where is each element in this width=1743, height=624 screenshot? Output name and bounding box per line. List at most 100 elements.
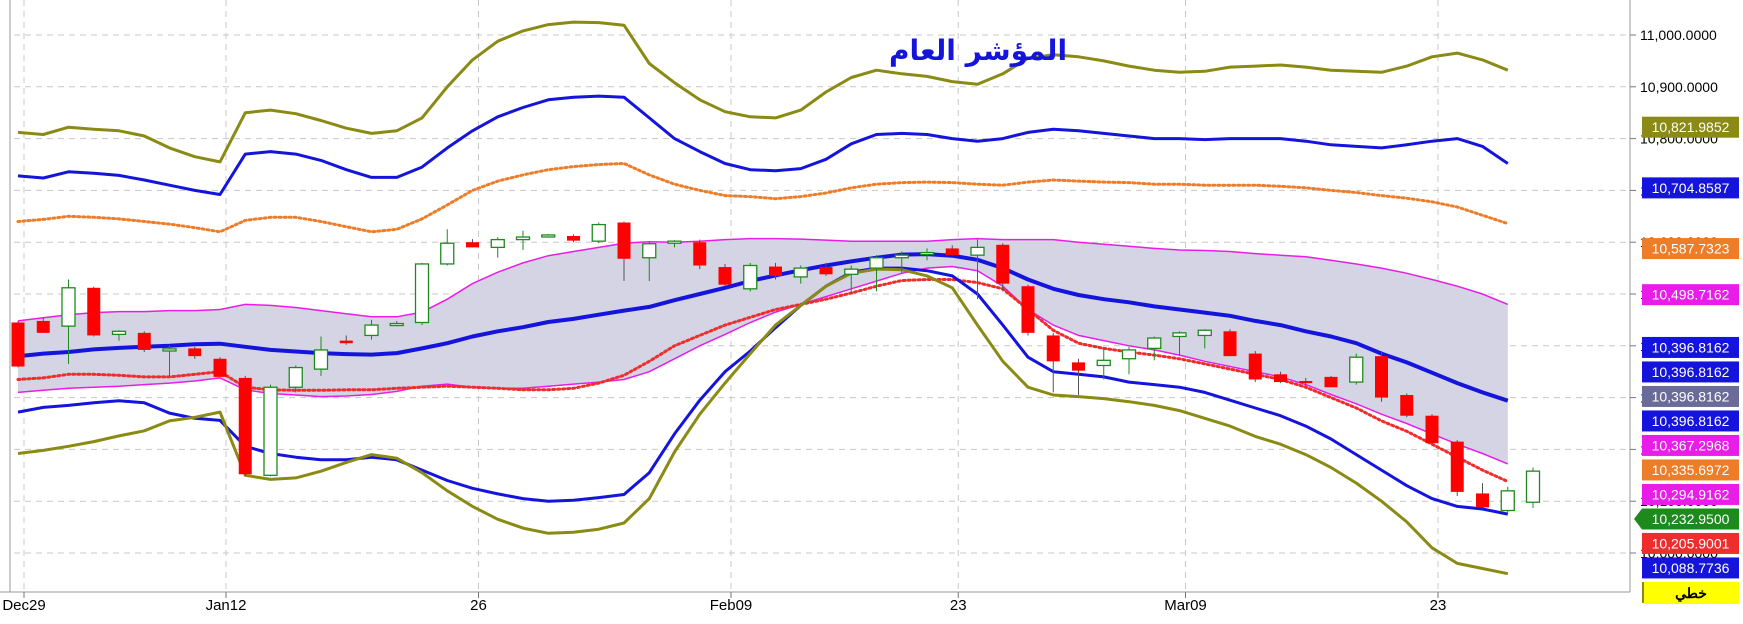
candle[interactable]: [111, 330, 127, 341]
candle-body: [238, 377, 252, 475]
candle-body: [162, 348, 177, 352]
candle-body: [567, 235, 580, 241]
candle[interactable]: [1375, 350, 1388, 402]
candle[interactable]: [1274, 371, 1287, 384]
candle[interactable]: [642, 242, 657, 282]
candle-body: [1248, 353, 1262, 380]
value-badge-text: 10,367.2968: [1652, 437, 1730, 453]
candle[interactable]: [1450, 440, 1464, 497]
candle[interactable]: [36, 317, 50, 333]
candle[interactable]: [769, 262, 782, 280]
candle[interactable]: [1197, 329, 1212, 349]
candle[interactable]: [693, 239, 707, 270]
candle[interactable]: [945, 245, 959, 256]
candle[interactable]: [894, 251, 909, 274]
value-badge: 10,587.7323: [1642, 238, 1739, 260]
candle[interactable]: [263, 384, 278, 477]
candle-body: [137, 332, 151, 350]
candle[interactable]: [162, 345, 177, 376]
candle[interactable]: [591, 222, 606, 244]
candle[interactable]: [1147, 336, 1162, 361]
candle[interactable]: [1121, 346, 1137, 375]
candle-body: [490, 238, 505, 249]
candle-body: [1096, 359, 1111, 367]
candle[interactable]: [1223, 329, 1237, 357]
value-badge-text: 10,396.8162: [1652, 364, 1730, 380]
candle[interactable]: [288, 365, 303, 393]
candle-body: [1274, 374, 1287, 383]
candle[interactable]: [515, 230, 531, 250]
value-badge-text: 10,821.9852: [1652, 119, 1730, 135]
candle[interactable]: [667, 240, 682, 248]
candle[interactable]: [743, 262, 758, 292]
candle[interactable]: [490, 237, 505, 258]
candle-body: [869, 257, 884, 269]
indicator-line: [17, 252, 1509, 403]
candle-body: [793, 267, 808, 278]
candle[interactable]: [1349, 353, 1364, 385]
candle[interactable]: [1172, 331, 1187, 357]
candle[interactable]: [1021, 284, 1035, 336]
value-badge-bg: [1642, 361, 1739, 383]
candle[interactable]: [440, 229, 455, 266]
candle[interactable]: [1046, 332, 1060, 393]
candle[interactable]: [1525, 467, 1541, 508]
candle[interactable]: [1299, 377, 1313, 387]
scale-badge-label: خطي: [1675, 585, 1707, 602]
candle-body: [263, 386, 278, 476]
candle[interactable]: [919, 248, 935, 261]
candle[interactable]: [1400, 393, 1414, 418]
candle[interactable]: [313, 336, 329, 376]
candle[interactable]: [87, 286, 101, 337]
candle[interactable]: [970, 239, 985, 300]
candle-body: [1299, 381, 1313, 384]
candle[interactable]: [1476, 483, 1489, 508]
x-tick-label: Dec29: [2, 597, 45, 614]
scale-badge[interactable]: خطي: [1644, 582, 1739, 604]
y-tick-label: 10,900.0000: [1640, 79, 1718, 95]
value-badge-bg: [1642, 532, 1739, 554]
candle[interactable]: [364, 319, 379, 340]
x-tick-label: Jan12: [206, 597, 247, 614]
indicator-line: [17, 267, 1509, 576]
candle[interactable]: [1500, 486, 1515, 513]
candle[interactable]: [389, 320, 404, 327]
candle[interactable]: [137, 331, 151, 353]
candle[interactable]: [61, 279, 76, 364]
candle[interactable]: [617, 221, 631, 282]
candle[interactable]: [541, 233, 556, 238]
candle[interactable]: [466, 239, 479, 248]
candle[interactable]: [1248, 350, 1262, 383]
candle[interactable]: [213, 357, 227, 377]
candle[interactable]: [869, 255, 884, 292]
chart-title: المؤشر العام: [889, 34, 1067, 67]
candle-body: [1324, 376, 1338, 388]
value-badge-bg: [1634, 508, 1739, 530]
candle-body: [339, 340, 353, 344]
value-badge-text: 10,335.6972: [1652, 462, 1730, 478]
candle[interactable]: [996, 243, 1010, 292]
candle[interactable]: [1324, 375, 1338, 388]
value-badge: 10,088.7736: [1642, 557, 1739, 579]
candle-body: [11, 322, 25, 367]
candle[interactable]: [238, 375, 252, 477]
x-tick-label: 23: [950, 597, 967, 614]
candle[interactable]: [793, 265, 808, 284]
candle[interactable]: [339, 335, 353, 345]
indicator-line: [17, 94, 1509, 196]
candle[interactable]: [819, 262, 833, 276]
candle[interactable]: [567, 234, 580, 243]
value-badge-text: 10,205.9001: [1652, 535, 1730, 551]
value-badge: 10,294.9162: [1642, 483, 1739, 505]
candle[interactable]: [11, 320, 25, 368]
candle[interactable]: [718, 263, 732, 287]
candle[interactable]: [414, 262, 430, 326]
candle-body: [1223, 331, 1237, 357]
candle[interactable]: [1425, 414, 1439, 444]
candle[interactable]: [844, 265, 859, 294]
candle[interactable]: [188, 346, 202, 359]
candle[interactable]: [1072, 358, 1085, 396]
candle[interactable]: [1096, 348, 1111, 380]
candle-body: [515, 236, 531, 241]
value-badge-text: 10,294.9162: [1652, 486, 1730, 502]
